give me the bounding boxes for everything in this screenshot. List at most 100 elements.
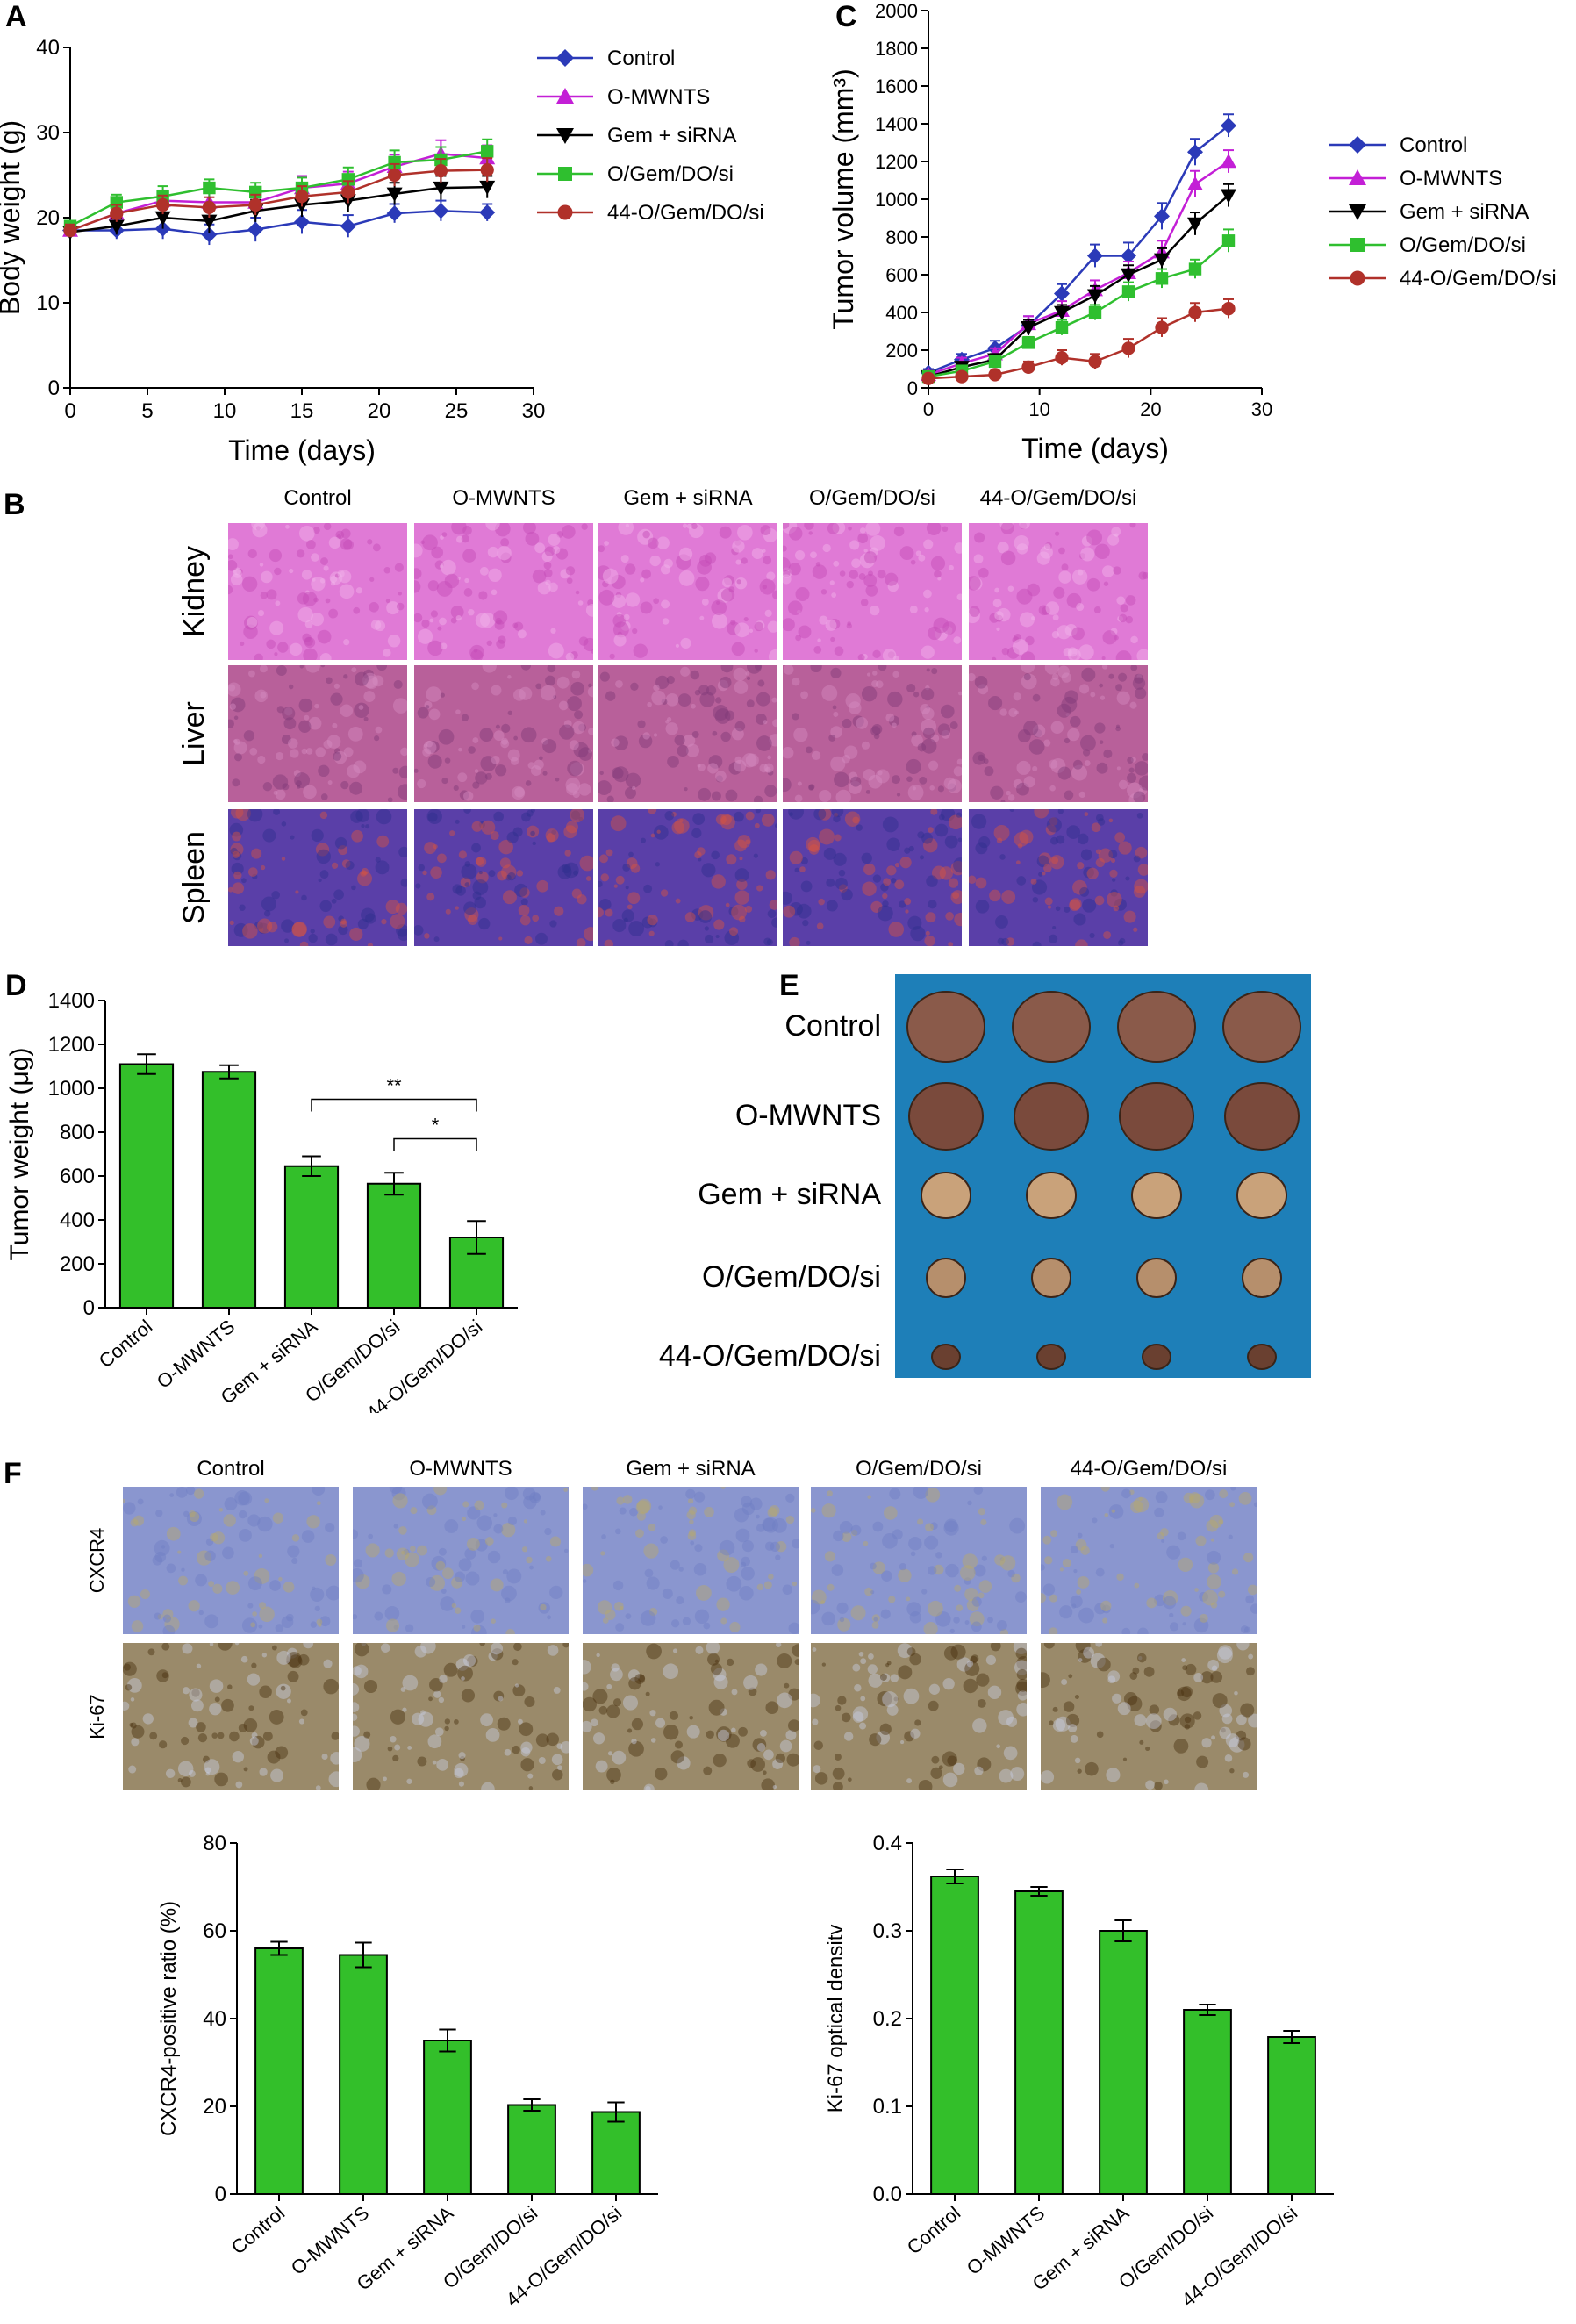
data-point (1055, 350, 1069, 365)
legend-label: O-MWNTS (1400, 167, 1502, 190)
histology-tile (783, 809, 962, 946)
data-point (1154, 208, 1170, 225)
ihc-tile (1041, 1487, 1257, 1634)
data-point (1088, 355, 1102, 369)
y-tick-label: 1000 (875, 189, 918, 211)
legend-label: 44-O/Gem/DO/si (607, 201, 764, 225)
significance-bracket (393, 1137, 477, 1151)
x-tick-label: 30 (1251, 398, 1272, 420)
tumor-specimen (1136, 1258, 1177, 1298)
x-tick-label: Control (227, 2202, 289, 2259)
legend-label: Control (1400, 133, 1467, 157)
panel-letter-a: A (5, 0, 27, 33)
chart-a-body-weight: 0 10 20 30 40 0 5 10 15 20 25 30 Time (days) Body wei… (0, 36, 764, 466)
panel-f-row-label: Ki-67 (86, 1694, 108, 1739)
chart-c-tumor-volume: 0 200 400 600 800 1000 1200 1400 1600 1800 2000 0 10… (827, 0, 1557, 464)
panel-b-column-label: Control (283, 486, 352, 510)
data-point (921, 371, 935, 385)
chart-f-ki67: 0.0 0.1 0.2 0.3 0.4 Ki-67 optical densitv Cont… (824, 1832, 1334, 2308)
series-line (69, 152, 488, 232)
significance-label: ** (386, 1075, 402, 1097)
ihc-tile (1041, 1643, 1257, 1790)
y-tick-label: 80 (203, 1832, 226, 1855)
panel-f-row-label: CXCR4 (86, 1527, 108, 1594)
data-point (1054, 305, 1070, 320)
y-axis-label: CXCR4-positive ratio (%) (157, 1901, 181, 2136)
x-tick-label: 5 (141, 399, 153, 423)
bar (1267, 2036, 1316, 2195)
data-point (988, 355, 1002, 369)
x-tick-label: 10 (213, 399, 237, 423)
panel-b-row-label: Liver (177, 701, 211, 766)
y-tick-label: 0 (83, 1296, 95, 1320)
bar (1014, 1890, 1064, 2195)
histology-tile (598, 665, 777, 802)
tumor-specimen (1222, 991, 1301, 1063)
y-tick-label: 1000 (48, 1077, 95, 1101)
data-point (1121, 268, 1136, 283)
data-point (63, 223, 77, 238)
significance-bracket (311, 1098, 477, 1112)
series-line (928, 194, 1229, 378)
y-tick-label: 0.0 (873, 2183, 902, 2206)
y-tick-label: 1200 (48, 1033, 95, 1057)
panel-b-column-label: Gem + siRNA (623, 486, 753, 510)
ihc-tile (353, 1487, 569, 1634)
y-tick-label: 0 (907, 377, 918, 399)
panel-b-column-label: O/Gem/DO/si (808, 486, 935, 510)
histology-tile (969, 665, 1148, 802)
y-tick-label: 0.2 (873, 2007, 902, 2031)
legend-label: Gem + siRNA (1400, 200, 1529, 224)
legend-marker (1350, 270, 1365, 286)
legend-label: 44-O/Gem/DO/si (1400, 267, 1557, 290)
panel-b-column-label: O-MWNTS (452, 486, 555, 510)
significance-label: * (432, 1115, 440, 1137)
series-line (69, 150, 488, 227)
bar (366, 1182, 422, 1309)
data-point (955, 369, 969, 384)
data-point (386, 187, 403, 202)
data-point (247, 221, 264, 238)
y-tick-label: 40 (203, 2007, 226, 2031)
panel-letter-e: E (779, 969, 799, 1002)
bar (339, 1954, 388, 2195)
tumor-specimen (1142, 1344, 1171, 1370)
tumor-specimen (1036, 1344, 1066, 1370)
histology-tile (228, 809, 407, 946)
bar (507, 2104, 556, 2195)
data-point (1187, 144, 1203, 161)
data-point (1121, 285, 1135, 298)
y-tick-label: 1800 (875, 38, 918, 60)
panel-letter-b: B (4, 488, 25, 521)
bar (201, 1071, 257, 1309)
x-tick-label: 25 (445, 399, 469, 423)
histology-tile (598, 809, 777, 946)
data-point (1021, 336, 1035, 349)
bar (423, 2040, 472, 2195)
y-tick-label: 800 (60, 1121, 95, 1144)
tumor-specimen (1014, 1082, 1089, 1151)
data-point (1221, 118, 1236, 134)
legend-label: Gem + siRNA (607, 124, 736, 147)
histology-tile (228, 665, 407, 802)
histology-tile (969, 809, 1148, 946)
ihc-tile (583, 1487, 799, 1634)
legend-label: O/Gem/DO/si (607, 162, 734, 186)
y-tick-label: 600 (885, 264, 918, 286)
histology-tile (414, 665, 593, 802)
data-point (1187, 217, 1203, 232)
bar (283, 1165, 340, 1309)
panel-e-row-label: 44-O/Gem/DO/si (658, 1339, 881, 1373)
panel-f-column-label: Control (197, 1457, 265, 1481)
bar (254, 1947, 304, 2195)
legend-marker (1349, 204, 1366, 220)
tumor-specimen (1247, 1344, 1277, 1370)
x-axis-label: Time (days) (228, 434, 376, 466)
data-point (1121, 341, 1135, 355)
data-point (1221, 154, 1236, 169)
histology-tile (228, 523, 407, 660)
tumor-specimen (1224, 1082, 1300, 1151)
y-tick-label: 0.3 (873, 1919, 902, 1943)
ihc-tile (353, 1643, 569, 1790)
panel-f-column-label: 44-O/Gem/DO/si (1070, 1457, 1228, 1481)
